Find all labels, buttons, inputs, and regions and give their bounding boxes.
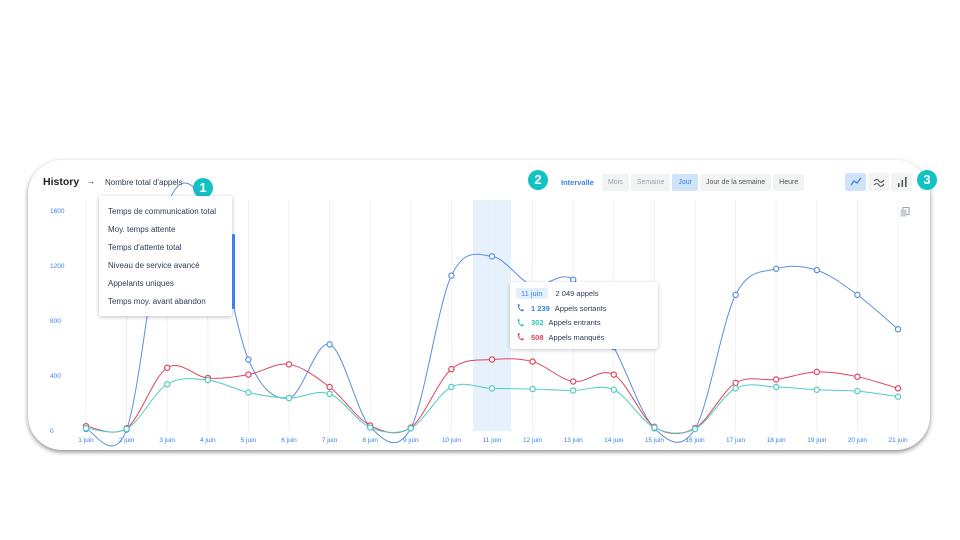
data-point-incoming — [895, 394, 900, 399]
data-point-missed — [489, 357, 494, 362]
dropdown-item[interactable]: Appelants uniques — [99, 275, 232, 293]
x-tick-label: 11 juin — [483, 437, 502, 444]
x-tick-label: 15 juin — [645, 437, 665, 444]
x-tick-label: 17 juin — [726, 437, 746, 444]
data-point-missed — [286, 362, 291, 367]
data-point-incoming — [246, 390, 251, 395]
data-point-incoming — [368, 425, 373, 430]
y-tick-label: 400 — [50, 373, 61, 380]
data-point-incoming — [652, 425, 657, 430]
x-tick-label: 9 juin — [403, 437, 419, 444]
data-point-incoming — [124, 426, 129, 431]
data-point-incoming — [774, 384, 779, 389]
x-tick-label: 14 juin — [604, 437, 624, 444]
x-tick-label: 19 juin — [807, 437, 827, 444]
x-tick-label: 21 juin — [888, 437, 908, 444]
data-point-missed — [855, 374, 860, 379]
data-point-incoming — [814, 387, 819, 392]
data-point-outgoing — [449, 273, 454, 278]
data-point-incoming — [408, 426, 413, 431]
data-point-incoming — [83, 426, 88, 431]
data-point-missed — [774, 377, 779, 382]
data-point-missed — [165, 365, 170, 370]
x-tick-label: 8 juin — [362, 437, 378, 444]
tooltip-total: 2 049 appels — [556, 289, 599, 298]
data-point-missed — [530, 359, 535, 364]
data-point-incoming — [327, 391, 332, 396]
data-point-outgoing — [246, 357, 251, 362]
data-point-missed — [571, 379, 576, 384]
data-point-missed — [733, 380, 738, 385]
metric-dropdown: Temps de communication total Moy. temps a… — [99, 196, 232, 316]
x-tick-label: 18 juin — [767, 437, 787, 444]
data-point-incoming — [489, 386, 494, 391]
x-tick-label: 20 juin — [848, 437, 868, 444]
data-point-outgoing — [814, 268, 819, 273]
x-tick-label: 1 juin — [78, 437, 94, 444]
data-point-missed — [449, 367, 454, 372]
tooltip-value: 508 — [531, 333, 544, 342]
data-point-incoming — [530, 386, 535, 391]
dropdown-item[interactable]: Temps moy. avant abandon — [99, 293, 232, 311]
data-point-missed — [611, 372, 616, 377]
x-tick-label: 5 juin — [241, 437, 257, 444]
x-tick-label: 7 juin — [322, 437, 338, 444]
tooltip-row: 508 Appels manqués — [516, 332, 604, 342]
data-point-outgoing — [774, 266, 779, 271]
y-tick-label: 1600 — [50, 208, 65, 215]
dropdown-item[interactable]: Moy. temps attente — [99, 221, 232, 239]
y-tick-label: 0 — [50, 428, 54, 435]
data-point-outgoing — [855, 292, 860, 297]
data-point-incoming — [165, 382, 170, 387]
data-point-incoming — [205, 378, 210, 383]
outgoing-call-icon — [516, 303, 526, 313]
incoming-call-icon — [516, 318, 526, 328]
tooltip-row: 1 239 Appels sortants — [516, 303, 606, 313]
data-point-missed — [327, 384, 332, 389]
data-point-incoming — [733, 386, 738, 391]
tooltip-label: Appels entrants — [549, 318, 601, 327]
tooltip-label: Appels sortants — [555, 304, 607, 313]
data-point-incoming — [571, 388, 576, 393]
data-point-outgoing — [327, 342, 332, 347]
data-point-incoming — [286, 395, 291, 400]
y-tick-label: 1200 — [50, 263, 65, 270]
data-point-incoming — [855, 389, 860, 394]
data-point-outgoing — [733, 292, 738, 297]
data-point-missed — [246, 372, 251, 377]
x-tick-label: 3 juin — [159, 437, 175, 444]
x-tick-label: 12 juin — [523, 437, 543, 444]
data-point-incoming — [692, 426, 697, 431]
dropdown-item[interactable]: Niveau de service avancé — [99, 257, 232, 275]
tooltip-value: 1 239 — [531, 304, 550, 313]
data-point-incoming — [611, 387, 616, 392]
tooltip-value: 302 — [531, 318, 544, 327]
data-point-missed — [895, 386, 900, 391]
y-tick-label: 800 — [50, 318, 61, 325]
x-tick-label: 6 juin — [281, 437, 297, 444]
data-point-incoming — [449, 384, 454, 389]
tooltip-row: 302 Appels entrants — [516, 318, 601, 328]
tooltip-date: 11 juin — [516, 288, 548, 299]
tooltip-label: Appels manqués — [549, 333, 605, 342]
dropdown-scrollbar[interactable] — [232, 234, 235, 309]
x-tick-label: 10 juin — [442, 437, 462, 444]
x-tick-label: 4 juin — [200, 437, 216, 444]
dropdown-item[interactable]: Temps d'attente total — [99, 239, 232, 257]
dropdown-item[interactable]: Temps de communication total — [99, 203, 232, 221]
data-point-outgoing — [489, 254, 494, 259]
data-point-missed — [814, 369, 819, 374]
x-tick-label: 13 juin — [564, 437, 584, 444]
data-point-outgoing — [895, 327, 900, 332]
missed-call-icon — [516, 332, 526, 342]
chart-tooltip: 11 juin 2 049 appels 1 239 Appels sortant… — [510, 282, 658, 349]
